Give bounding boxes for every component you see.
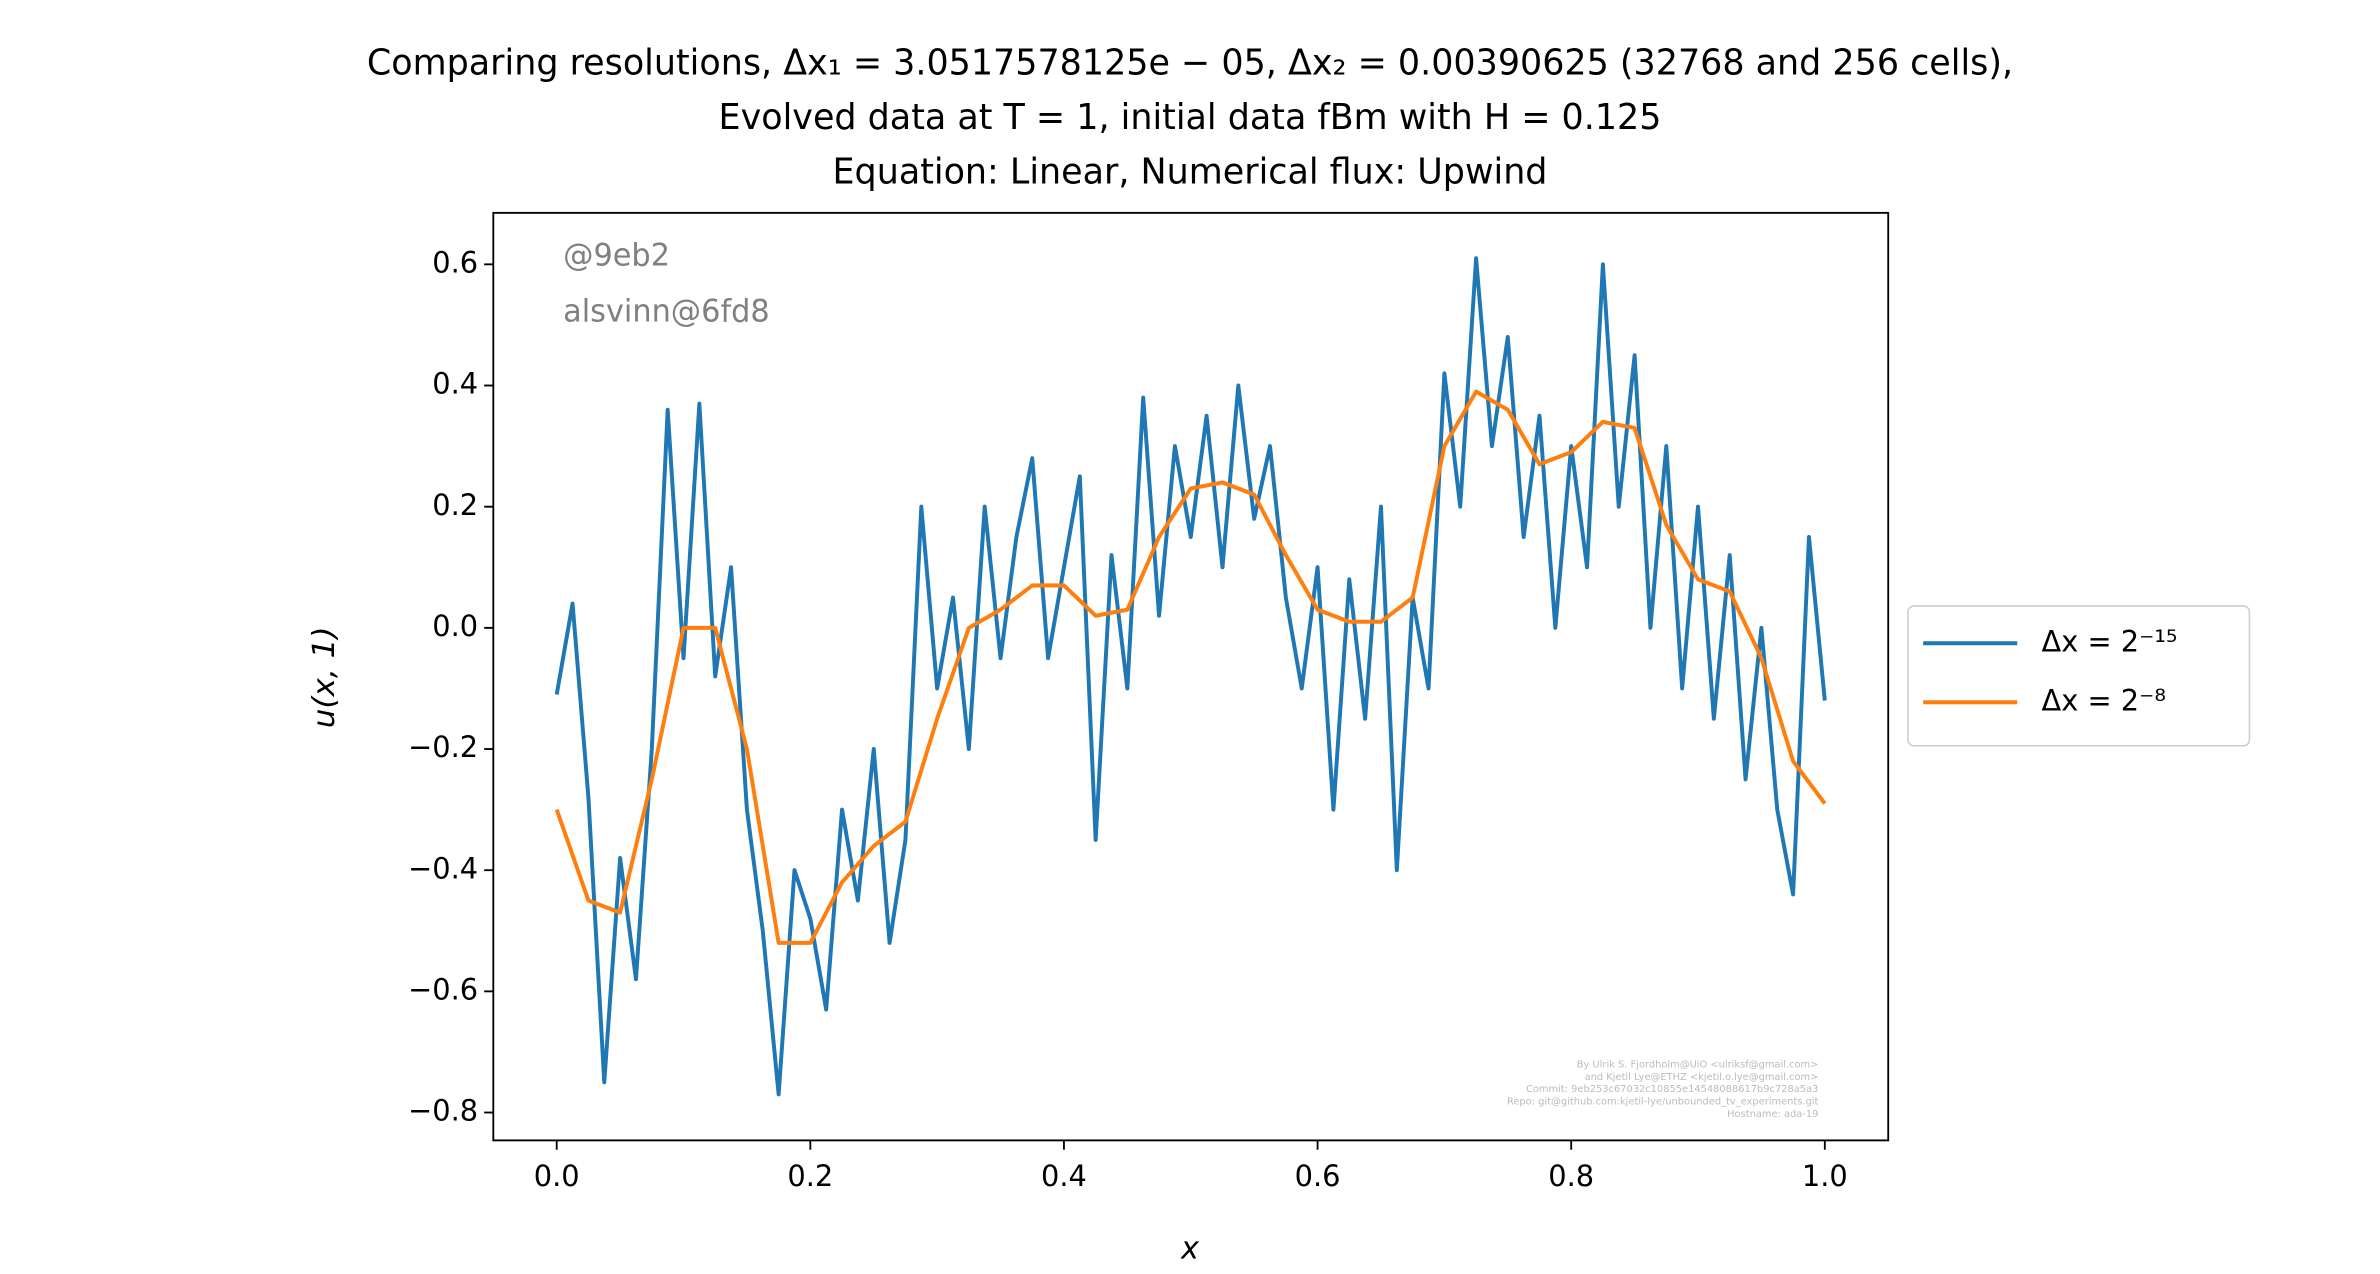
legend-box bbox=[1907, 605, 2251, 747]
series-line bbox=[554, 389, 1827, 945]
chart-title: Equation: Linear, Numerical flux: Upwind bbox=[833, 151, 1548, 192]
chart-title: Comparing resolutions, Δx₁ = 3.051757812… bbox=[367, 42, 2013, 83]
x-tick-label: 1.0 bbox=[1802, 1158, 1848, 1192]
legend-label: Δx = 2⁻⁸ bbox=[2042, 683, 2166, 717]
x-tick-label: 0.4 bbox=[1041, 1158, 1087, 1192]
x-axis-label: x bbox=[1180, 1230, 1200, 1266]
y-tick-label: −0.4 bbox=[408, 851, 478, 885]
plot-frame bbox=[492, 211, 1890, 1142]
credit: Repo: git@github.com:kjetil-lye/unbounde… bbox=[1507, 1097, 1818, 1108]
x-tick-label: 0.2 bbox=[787, 1158, 833, 1192]
y-tick-label: −0.8 bbox=[408, 1093, 478, 1127]
series-line bbox=[554, 256, 1827, 1097]
watermark: @9eb2 bbox=[563, 237, 670, 273]
legend-label: Δx = 2⁻¹⁵ bbox=[2042, 624, 2178, 658]
y-tick-label: 0.6 bbox=[432, 245, 478, 279]
y-tick-label: −0.6 bbox=[408, 972, 478, 1006]
credit: and Kjetil Lye@ETHZ <kjetil.o.lye@gmail.… bbox=[1585, 1072, 1819, 1083]
credit: Hostname: ada-19 bbox=[1727, 1109, 1818, 1120]
y-tick-label: 0.0 bbox=[432, 609, 478, 643]
y-tick-label: 0.2 bbox=[432, 487, 478, 521]
x-tick-label: 0.6 bbox=[1295, 1158, 1341, 1192]
x-tick-label: 0.8 bbox=[1548, 1158, 1594, 1192]
credit: Commit: 9eb253c67032c10855e14548088617b9… bbox=[1526, 1084, 1818, 1095]
credit: By Ulrik S. Fjordholm@UiO <ulriksf@gmail… bbox=[1577, 1059, 1819, 1070]
y-tick-label: 0.4 bbox=[432, 366, 478, 400]
watermark: alsvinn@6fd8 bbox=[563, 293, 770, 329]
y-axis-label: u(x, 1) bbox=[306, 626, 342, 728]
x-tick-label: 0.0 bbox=[534, 1158, 580, 1192]
y-tick-label: −0.2 bbox=[408, 730, 478, 764]
chart-title: Evolved data at T = 1, initial data fBm … bbox=[719, 97, 1662, 138]
